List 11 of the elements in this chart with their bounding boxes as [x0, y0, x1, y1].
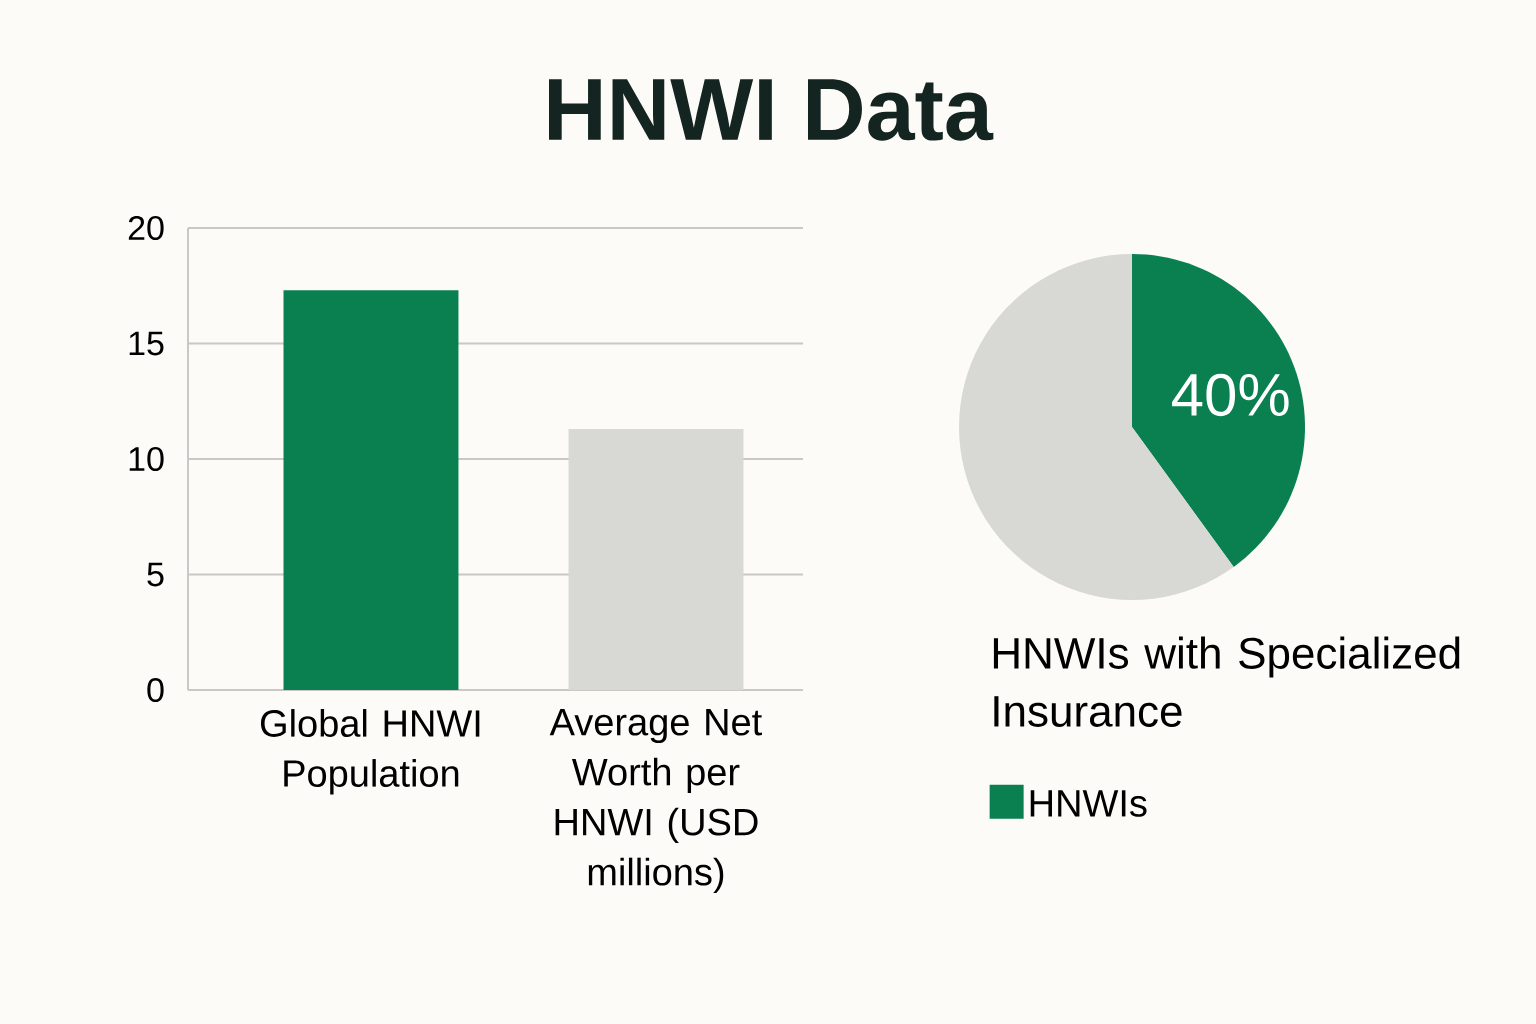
- y-tick-label: 0: [147, 677, 164, 703]
- data-label: 40%: [1172, 373, 1289, 417]
- y-tick-label: 5: [147, 562, 164, 587]
- legend-label: HNWIs: [1030, 790, 1147, 817]
- chart-title: HNWI Data: [549, 79, 994, 141]
- y-tick-label: 20: [128, 215, 164, 241]
- x-tick-label: Global HNWI Population: [260, 709, 480, 795]
- x-tick-label: Average Net Worth per HNWI (USD millions): [549, 709, 762, 894]
- y-tick-label: 10: [129, 446, 164, 472]
- text: HNWIs with Specialized Insurance: [993, 636, 1460, 727]
- y-tick-label: 15: [129, 331, 164, 356]
